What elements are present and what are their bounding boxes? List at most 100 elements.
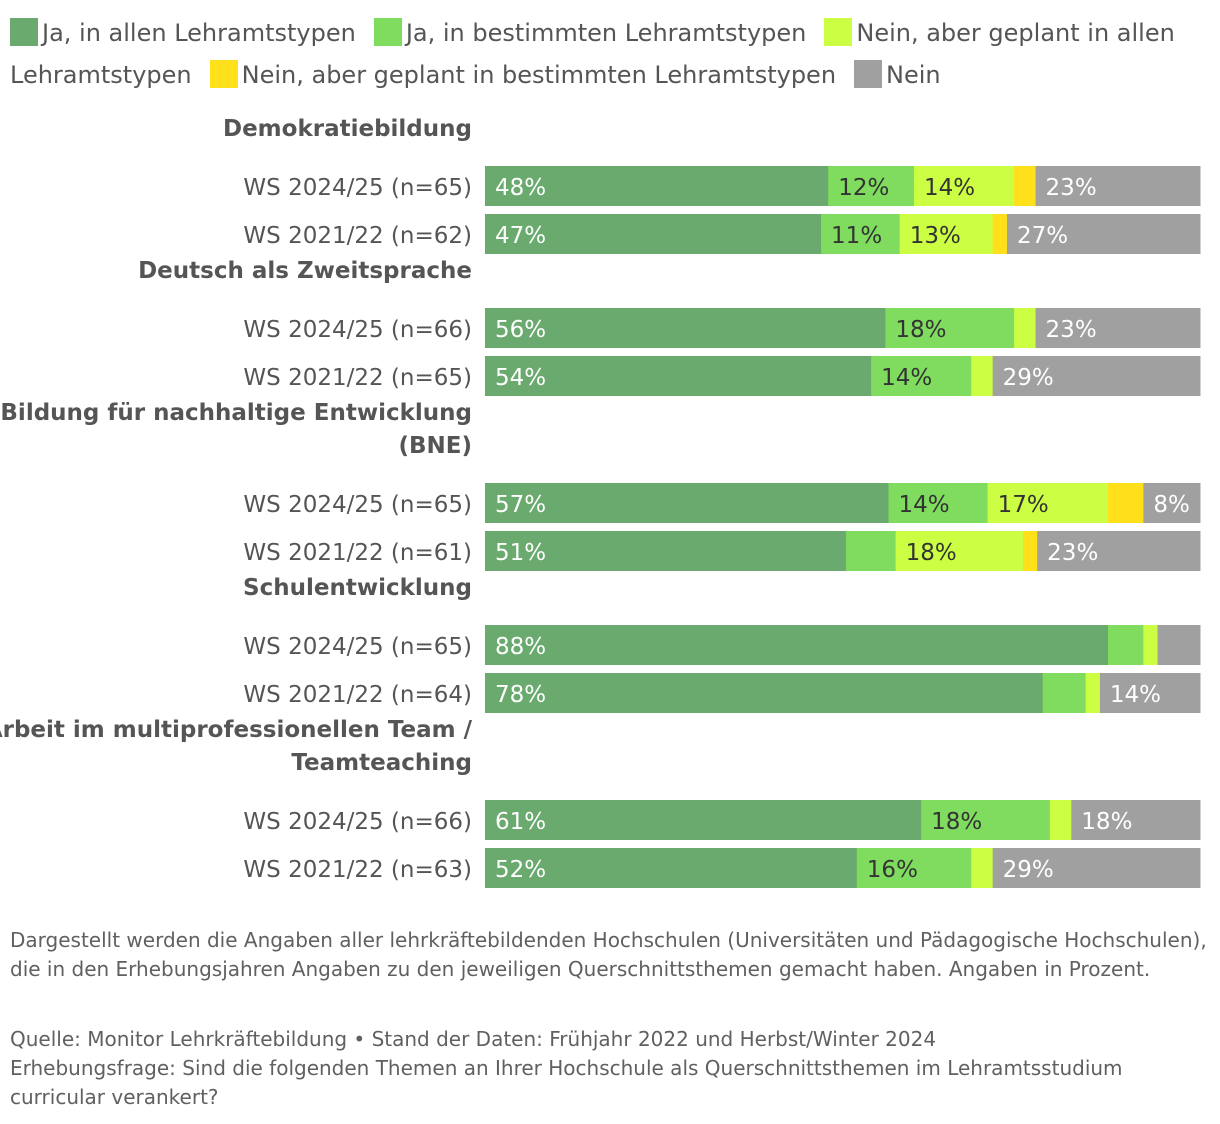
legend-item: Nein, aber geplant in bestimmten Lehramt… xyxy=(209,60,837,89)
legend-label: Ja, in bestimmten Lehramtstypen xyxy=(405,19,807,47)
bar-segment xyxy=(992,214,1008,254)
bar-segment xyxy=(1037,531,1201,571)
data-label: 52% xyxy=(495,857,546,883)
bar-segment xyxy=(485,800,922,840)
bar-segment xyxy=(856,848,972,888)
bar-segment xyxy=(1085,673,1101,713)
bar-segment xyxy=(485,531,847,571)
bar-segment xyxy=(828,166,915,206)
bar-segment xyxy=(1143,483,1201,523)
group-title: Bildung für nachhaltige Entwicklung xyxy=(0,400,472,426)
data-label: 29% xyxy=(1003,365,1054,391)
data-label: 48% xyxy=(495,175,546,201)
legend-label: Ja, in allen Lehramtstypen xyxy=(42,19,356,47)
bar-segment xyxy=(1099,673,1201,713)
bar-segment xyxy=(485,356,872,396)
bar-segment xyxy=(821,214,901,254)
row-label: WS 2021/22 (n=63) xyxy=(243,857,472,883)
bar-segment xyxy=(485,848,858,888)
bar-segment xyxy=(1023,531,1038,571)
legend-swatch xyxy=(824,18,853,46)
bar-segment xyxy=(1143,625,1159,665)
bar-segment xyxy=(987,483,1109,523)
bar-segment xyxy=(485,166,829,206)
bar-segment xyxy=(1157,625,1201,665)
legend-swatch xyxy=(373,18,402,46)
group-title: Teamteaching xyxy=(291,750,472,776)
bar-segment xyxy=(1006,214,1201,254)
stacked-bar-chart: Demokratiebildung WS 2024/25 (n=65) 48% 12%… xyxy=(0,116,1201,888)
data-label: 23% xyxy=(1046,175,1097,201)
legend-item: Ja, in allen Lehramtstypen xyxy=(10,18,356,47)
legend-swatch xyxy=(854,60,883,88)
row-label: WS 2024/25 (n=66) xyxy=(243,317,472,343)
row-label: WS 2021/22 (n=64) xyxy=(243,682,472,708)
bar-segment xyxy=(1071,800,1201,840)
legend-label: Nein xyxy=(886,61,941,89)
legend-swatch xyxy=(10,18,38,46)
row-label: WS 2021/22 (n=62) xyxy=(243,223,472,249)
data-label: 13% xyxy=(910,223,961,249)
footer-source: Quelle: Monitor Lehrkräftebildung • Stan… xyxy=(10,1025,1210,1112)
bar-segment xyxy=(485,625,1109,665)
group-title: (BNE) xyxy=(398,433,472,459)
legend: Ja, in allen Lehramtstypen Ja, in bestimm… xyxy=(10,12,1210,96)
bar-segment xyxy=(1035,308,1201,348)
data-label: 29% xyxy=(1003,857,1054,883)
row-label: WS 2021/22 (n=61) xyxy=(243,540,472,566)
data-label: 16% xyxy=(867,857,918,883)
group-title: Arbeit im multiprofessionellen Team / xyxy=(0,717,473,743)
legend-item: Ja, in bestimmten Lehramtstypen xyxy=(373,18,807,47)
data-label: 56% xyxy=(495,317,546,343)
bar-segment xyxy=(888,483,989,523)
data-label: 54% xyxy=(495,365,546,391)
data-label: 51% xyxy=(495,540,546,566)
data-label: 18% xyxy=(906,540,957,566)
data-label: 57% xyxy=(495,492,546,518)
row-label: WS 2021/22 (n=65) xyxy=(243,365,472,391)
data-label: 23% xyxy=(1047,540,1098,566)
legend-swatch xyxy=(209,60,238,88)
footer-note: Dargestellt werden die Angaben aller leh… xyxy=(10,928,1207,981)
bar-segment xyxy=(1035,166,1201,206)
bar-segment xyxy=(1107,483,1144,523)
bar-segment xyxy=(1014,166,1037,206)
row-label: WS 2024/25 (n=65) xyxy=(243,634,472,660)
bar-segment xyxy=(485,214,822,254)
group-title: Deutsch als Zweitsprache xyxy=(138,258,472,284)
data-label: 78% xyxy=(495,682,546,708)
data-label: 61% xyxy=(495,809,546,835)
bar-segment xyxy=(485,673,1044,713)
legend-label: Nein, aber geplant in allen Lehramtstype… xyxy=(10,19,1175,89)
question-line: Erhebungsfrage: Sind die folgenden Theme… xyxy=(10,1056,1123,1109)
data-label: 8% xyxy=(1153,492,1190,518)
legend-label: Nein, aber geplant in bestimmten Lehramt… xyxy=(241,61,837,89)
legend-item: Nein xyxy=(854,60,941,89)
data-label: 23% xyxy=(1046,317,1097,343)
bar-segment xyxy=(992,356,1201,396)
data-label: 18% xyxy=(1081,809,1132,835)
bar-segment xyxy=(885,308,1015,348)
bar-segment xyxy=(485,308,886,348)
data-label: 14% xyxy=(1110,682,1161,708)
row-label: WS 2024/25 (n=65) xyxy=(243,175,472,201)
bar-segment xyxy=(846,531,897,571)
data-label: 12% xyxy=(838,175,889,201)
data-label: 88% xyxy=(495,634,546,660)
group-title: Schulentwicklung xyxy=(243,575,472,601)
group-title: Demokratiebildung xyxy=(223,116,472,142)
bar-segment xyxy=(992,848,1201,888)
data-label: 18% xyxy=(895,317,946,343)
bar-segment xyxy=(1042,673,1087,713)
data-label: 14% xyxy=(924,175,975,201)
data-label: 27% xyxy=(1017,223,1068,249)
bar-segment xyxy=(914,166,1015,206)
bar-segment xyxy=(895,531,1024,571)
data-label: 14% xyxy=(899,492,950,518)
bar-segment xyxy=(971,356,994,396)
bar-segment xyxy=(921,800,1051,840)
row-label: WS 2024/25 (n=65) xyxy=(243,492,472,518)
data-label: 14% xyxy=(881,365,932,391)
bar-segment xyxy=(485,483,890,523)
bar-segment xyxy=(1107,625,1144,665)
